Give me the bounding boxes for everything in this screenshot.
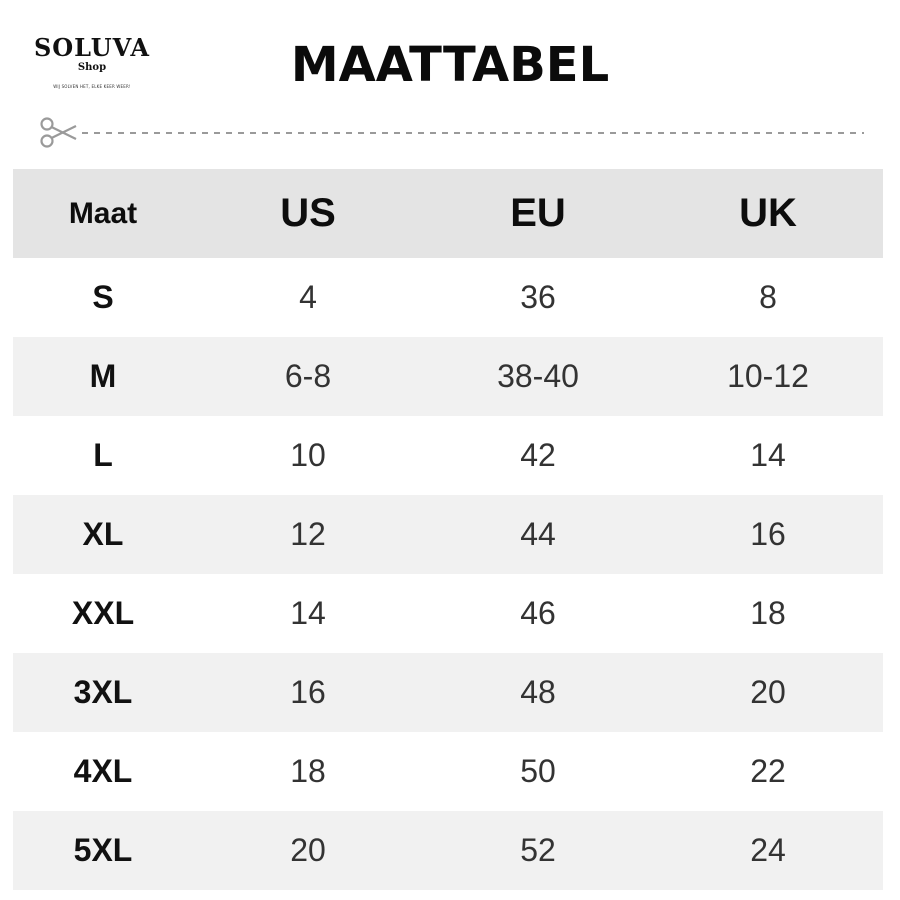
us-cell: 18: [290, 753, 326, 789]
uk-cell: 16: [750, 516, 786, 552]
eu-cell: 48: [520, 674, 556, 710]
table-row: S 4 36 8: [13, 258, 883, 337]
size-table: Maat US EU UK S 4 36 8 M 6-8 38-40 10-12…: [13, 169, 883, 890]
table-row: L 10 42 14: [13, 416, 883, 495]
size-cell: L: [93, 437, 113, 473]
us-cell: 16: [290, 674, 326, 710]
eu-cell: 42: [520, 437, 556, 473]
size-cell: 3XL: [73, 674, 133, 710]
logo-tagline: WIJ SOLVEN HET, ELKE KEER WEER!: [53, 84, 131, 89]
size-cell: M: [89, 358, 117, 394]
uk-cell: 24: [750, 832, 786, 868]
eu-cell: 46: [520, 595, 556, 631]
us-cell: 4: [299, 279, 317, 315]
table-row: M 6-8 38-40 10-12: [13, 337, 883, 416]
brand-logo: SOLUVA Shop WIJ SOLVEN HET, ELKE KEER WE…: [22, 34, 162, 90]
size-cell: 5XL: [73, 832, 133, 868]
size-cell: XL: [82, 516, 124, 552]
us-cell: 6-8: [284, 358, 332, 394]
table-row: XL 12 44 16: [13, 495, 883, 574]
size-cell: XXL: [71, 595, 135, 631]
logo-sub: Shop: [77, 62, 107, 73]
eu-cell: 38-40: [497, 358, 579, 394]
size-cell: S: [92, 279, 114, 315]
eu-cell: 36: [520, 279, 556, 315]
us-cell: 20: [290, 832, 326, 868]
us-cell: 14: [290, 595, 326, 631]
eu-cell: 44: [520, 516, 556, 552]
page-title: MAATTABEL: [290, 37, 610, 93]
eu-cell: 52: [520, 832, 556, 868]
eu-cell: 50: [520, 753, 556, 789]
table-row: 4XL 18 50 22: [13, 732, 883, 811]
size-cell: 4XL: [73, 753, 133, 789]
table-row: 3XL 16 48 20: [13, 653, 883, 732]
uk-cell: 14: [750, 437, 786, 473]
header-us: US: [280, 191, 336, 235]
table-header-row: Maat US EU UK: [13, 169, 883, 258]
uk-cell: 22: [750, 753, 786, 789]
header-uk: UK: [739, 191, 797, 235]
logo-name: SOLUVA: [33, 33, 151, 62]
uk-cell: 10-12: [727, 358, 809, 394]
uk-cell: 18: [750, 595, 786, 631]
uk-cell: 8: [759, 279, 777, 315]
uk-cell: 20: [750, 674, 786, 710]
scissors-icon: [40, 117, 864, 148]
cut-line: [38, 116, 868, 150]
table-row: XXL 14 46 18: [13, 574, 883, 653]
us-cell: 10: [290, 437, 326, 473]
us-cell: 12: [290, 516, 326, 552]
table-row: 5XL 20 52 24: [13, 811, 883, 890]
header-eu: EU: [510, 191, 566, 235]
header-maat: Maat: [68, 196, 138, 230]
